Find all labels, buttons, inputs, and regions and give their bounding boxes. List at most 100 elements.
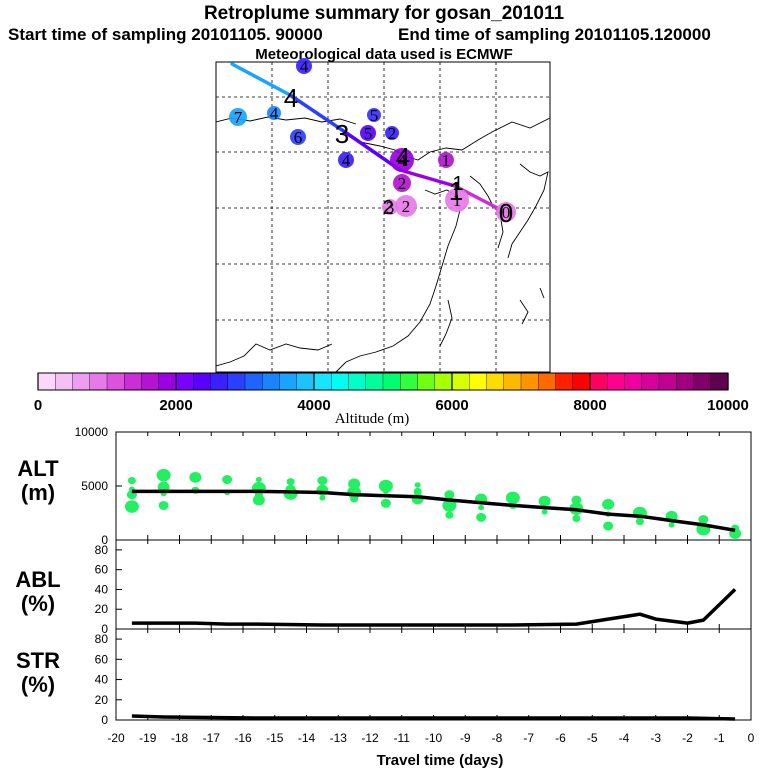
colorbar-swatch: [572, 372, 591, 391]
trajectory-label: 1: [452, 173, 463, 195]
alt-panel-label: ALT: [17, 456, 59, 481]
plume-cluster-number: 3: [386, 198, 395, 217]
y-tick-label: 5000: [81, 479, 108, 493]
colorbar-tick-label: 10000: [707, 397, 749, 414]
y-tick-label: 20: [95, 602, 109, 616]
altitude-scatter-point: [541, 509, 548, 515]
panel-frame: [115, 431, 752, 541]
altitude-scatter-point: [158, 500, 169, 510]
x-tick-label: -7: [523, 731, 534, 745]
altitude-scatter-point: [252, 494, 265, 506]
colorbar-swatch: [279, 372, 298, 391]
plume-cluster-marker: [385, 126, 399, 140]
colorbar-swatch: [175, 372, 194, 391]
panel-frame: [115, 628, 752, 721]
colorbar-swatch: [538, 372, 557, 391]
trajectory-segment: [230, 62, 292, 97]
plume-cluster-marker: [390, 148, 414, 172]
colorbar-swatch: [658, 372, 677, 391]
altitude-scatter-point: [414, 482, 421, 488]
plume-cluster-marker: [229, 108, 247, 126]
colorbar: 0 2000 4000 6000 8000 10000 Altitude (m): [34, 372, 749, 427]
y-tick-label: 0: [101, 622, 108, 636]
map-gridlines: [216, 62, 550, 372]
colorbar-swatch: [555, 372, 574, 391]
str-panel-label: STR: [16, 648, 60, 673]
x-tick-label: -6: [555, 731, 566, 745]
x-tick-label: -3: [650, 731, 661, 745]
colorbar-swatch: [486, 372, 505, 391]
x-tick-label: 0: [748, 731, 755, 745]
plume-cluster-marker: [360, 125, 376, 141]
y-tick-label: 40: [95, 673, 109, 687]
altitude-scatter-point: [348, 478, 361, 490]
altitude-scatter-point: [442, 499, 457, 512]
altitude-scatter-point: [602, 498, 615, 510]
colorbar-swatch: [296, 372, 315, 391]
colorbar-tick-label: 0: [34, 397, 42, 414]
panel-alt: 10000 5000 0: [75, 425, 752, 547]
altitude-scatter-point: [222, 475, 233, 485]
altitude-scatter-point: [319, 495, 326, 501]
plume-cluster-number: 4: [342, 151, 351, 170]
str-series-line: [131, 714, 736, 721]
colorbar-swatch: [365, 372, 384, 391]
colorbar-swatch: [434, 372, 453, 391]
colorbar-swatch: [210, 372, 229, 391]
colorbar-swatch: [72, 372, 91, 391]
chart-title: Retroplume summary for gosan_201011: [203, 3, 565, 24]
trajectory-segment: [288, 93, 347, 134]
colorbar-tick-label: 8000: [573, 397, 606, 414]
altitude-scatter-point: [378, 479, 393, 493]
colorbar-swatch: [469, 372, 488, 391]
y-tick-label: 60: [95, 652, 109, 666]
x-tick-label: -14: [298, 731, 316, 745]
colorbar-swatch: [331, 372, 350, 391]
altitude-scatter-point: [572, 514, 581, 523]
panel-labels: ALT (m) ABL (%) STR (%): [15, 456, 60, 697]
colorbar-swatch: [624, 372, 643, 391]
plume-cluster-marker: [496, 202, 516, 222]
plume-cluster-marker: [445, 188, 469, 212]
y-tick-label: 40: [95, 582, 109, 596]
colorbar-tick-label: 6000: [435, 397, 468, 414]
panel-frame: [115, 539, 752, 630]
trajectory-label: 4: [396, 142, 410, 172]
colorbar-tick-label: 2000: [159, 397, 192, 414]
trajectory-label: 4: [284, 83, 298, 113]
altitude-scatter-point: [350, 495, 359, 503]
altitude-scatter-point: [478, 504, 485, 511]
x-tick-label: -5: [587, 731, 598, 745]
altitude-scatter-point: [255, 476, 262, 483]
plume-cluster-marker: [382, 199, 398, 215]
colorbar-swatch: [607, 372, 626, 391]
colorbar-swatch: [227, 372, 246, 391]
plume-cluster-number: 6: [294, 128, 303, 147]
trajectory-label: 1: [449, 176, 463, 206]
start-time-label: Start time of sampling 20101105. 90000: [8, 25, 323, 44]
abl-panel-label: ABL: [15, 567, 60, 592]
panel-abl: 80 60 40 20 0: [95, 539, 752, 636]
altitude-scatter-point: [286, 478, 295, 486]
altitude-scatter-point: [317, 476, 328, 486]
colorbar-swatch: [124, 372, 143, 391]
colorbar-swatch: [193, 372, 212, 391]
trajectory-label: 0: [499, 198, 513, 228]
trajectory-path: [230, 62, 507, 214]
altitude-scatter-point: [124, 500, 139, 513]
altitude-scatter-point: [635, 518, 644, 526]
plume-cluster-number: 4: [398, 151, 407, 170]
plume-cluster-number: 1: [442, 151, 451, 170]
trajectory-segment: [398, 168, 457, 188]
plume-cluster-number: 1: [453, 191, 462, 210]
colorbar-swatch: [503, 372, 522, 391]
altitude-scatter-point: [505, 491, 520, 505]
x-tick-label: -10: [425, 731, 443, 745]
plume-cluster-marker: [367, 108, 381, 122]
colorbar-swatch: [417, 372, 436, 391]
colorbar-swatch: [313, 372, 332, 391]
met-data-label: Meteorological data used is ECMWF: [255, 46, 513, 63]
y-tick-label: 80: [95, 543, 109, 557]
